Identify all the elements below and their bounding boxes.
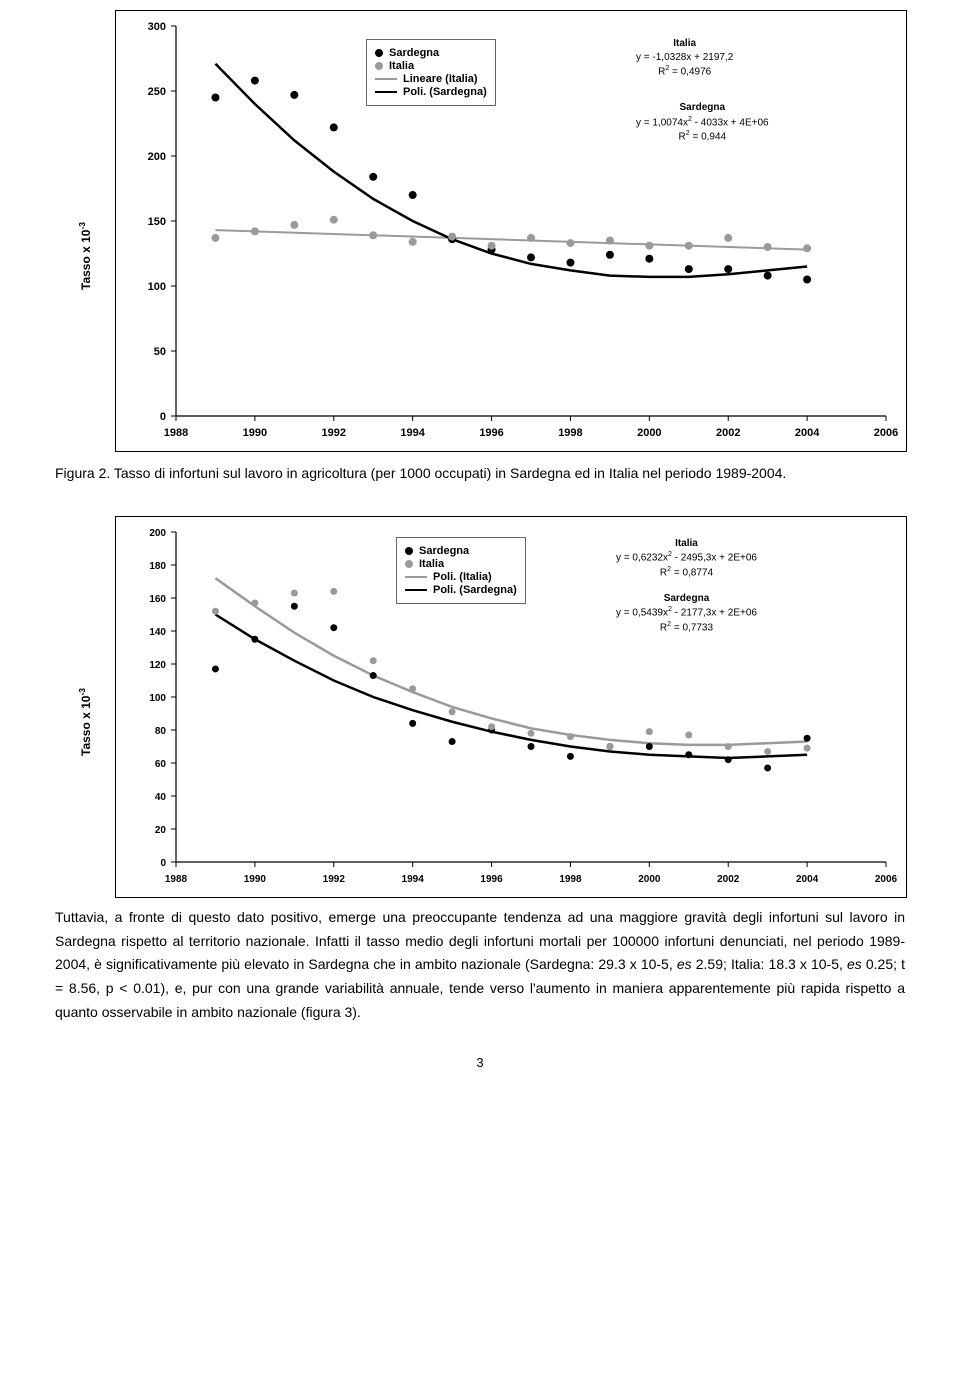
chart-2-y-axis-label: Tasso x 10-3 xyxy=(77,688,93,756)
svg-text:0: 0 xyxy=(160,858,166,869)
chart-2-legend: SardegnaItaliaPoli. (Italia)Poli. (Sarde… xyxy=(396,537,526,604)
svg-text:1988: 1988 xyxy=(165,874,188,885)
svg-text:120: 120 xyxy=(149,660,166,671)
svg-text:2006: 2006 xyxy=(875,874,898,885)
svg-text:1998: 1998 xyxy=(558,427,582,439)
legend-item: Poli. (Italia) xyxy=(405,571,517,583)
page-number: 3 xyxy=(55,1055,905,1070)
svg-text:80: 80 xyxy=(155,726,167,737)
svg-text:50: 50 xyxy=(154,346,166,358)
svg-text:1990: 1990 xyxy=(243,427,267,439)
equation-box: Italiay = 0,6232x2 - 2495,3x + 2E+06R2 =… xyxy=(616,537,757,580)
svg-text:60: 60 xyxy=(155,759,167,770)
chart-1: 0 50 100 150 200 250 300 1988 1990 1992 1994 1996 19… xyxy=(115,10,907,452)
legend-item: Sardegna xyxy=(405,545,517,557)
svg-text:1988: 1988 xyxy=(164,427,188,439)
svg-text:2006: 2006 xyxy=(874,427,898,439)
svg-text:0: 0 xyxy=(160,411,166,423)
svg-text:2000: 2000 xyxy=(637,427,661,439)
svg-text:1998: 1998 xyxy=(559,874,582,885)
svg-text:1996: 1996 xyxy=(479,427,503,439)
chart-2: 0 20 40 60 80 100 120 140 160 180 200 1988 1990 1992 1… xyxy=(115,516,907,898)
legend-item: Italia xyxy=(375,60,487,72)
equation-box: Sardegnay = 1,0074x2 - 4033x + 4E+06R2 =… xyxy=(636,101,769,144)
svg-text:200: 200 xyxy=(149,528,166,539)
svg-text:300: 300 xyxy=(148,21,166,33)
svg-text:2002: 2002 xyxy=(717,874,740,885)
legend-item: Sardegna xyxy=(375,47,487,59)
svg-text:1992: 1992 xyxy=(323,874,346,885)
legend-item: Lineare (Italia) xyxy=(375,73,487,85)
legend-item: Poli. (Sardegna) xyxy=(405,584,517,596)
svg-text:150: 150 xyxy=(148,216,166,228)
svg-text:20: 20 xyxy=(155,825,167,836)
svg-text:250: 250 xyxy=(148,86,166,98)
svg-text:140: 140 xyxy=(149,627,166,638)
chart-1-svg: 0 50 100 150 200 250 300 1988 1990 1992 1994 1996 19… xyxy=(116,11,906,451)
svg-text:1994: 1994 xyxy=(400,427,425,439)
svg-text:1990: 1990 xyxy=(244,874,267,885)
equation-box: Italiay = -1,0328x + 2197,2R2 = 0,4976 xyxy=(636,37,733,79)
svg-text:180: 180 xyxy=(149,561,166,572)
body-paragraph: Tuttavia, a fronte di questo dato positi… xyxy=(55,906,905,1025)
svg-text:40: 40 xyxy=(155,792,167,803)
chart-1-legend: SardegnaItaliaLineare (Italia)Poli. (Sar… xyxy=(366,39,496,106)
svg-text:1992: 1992 xyxy=(322,427,346,439)
svg-text:200: 200 xyxy=(148,151,166,163)
svg-text:100: 100 xyxy=(148,281,166,293)
legend-item: Italia xyxy=(405,558,517,570)
svg-text:2002: 2002 xyxy=(716,427,740,439)
svg-text:160: 160 xyxy=(149,594,166,605)
chart-1-y-axis-label: Tasso x 10-3 xyxy=(77,222,93,290)
svg-text:1996: 1996 xyxy=(480,874,503,885)
legend-item: Poli. (Sardegna) xyxy=(375,86,487,98)
svg-text:1994: 1994 xyxy=(402,874,425,885)
equation-box: Sardegnay = 0,5439x2 - 2177,3x + 2E+06R2… xyxy=(616,592,757,635)
figure-2-caption: Figura 2. Tasso di infortuni sul lavoro … xyxy=(55,462,905,486)
svg-text:100: 100 xyxy=(149,693,166,704)
svg-text:2004: 2004 xyxy=(795,427,820,439)
svg-text:2004: 2004 xyxy=(796,874,819,885)
svg-text:2000: 2000 xyxy=(638,874,661,885)
